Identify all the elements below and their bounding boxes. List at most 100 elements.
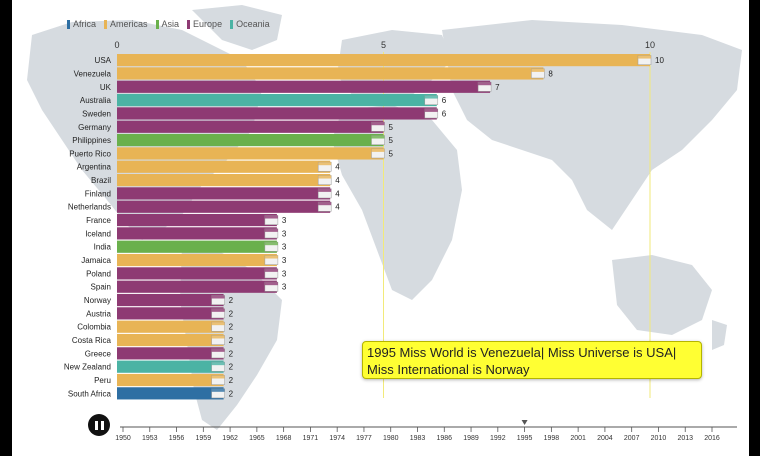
- timeline-tick-label: 1950: [115, 435, 131, 442]
- flag-stripe: [211, 375, 225, 379]
- value-label: 2: [229, 363, 234, 372]
- legend-item-oceania[interactable]: Oceania: [230, 19, 270, 29]
- value-label: 10: [655, 56, 664, 65]
- timeline-tick-label: 1983: [410, 435, 426, 442]
- timeline-tick-label: 2004: [597, 435, 613, 442]
- category-label: Colombia: [77, 323, 111, 332]
- pause-icon-bar: [100, 420, 104, 430]
- flag-stripe: [211, 295, 225, 299]
- timeline-tick-label: 2016: [704, 435, 720, 442]
- legend-label: Oceania: [236, 19, 270, 29]
- value-label: 8: [548, 69, 553, 78]
- flag-stripe: [211, 322, 225, 326]
- pause-icon-bar: [94, 420, 98, 430]
- category-label: Finland: [85, 189, 111, 198]
- value-label: 3: [282, 256, 287, 265]
- region-legend: Africa Americas Asia Europe Oceania: [67, 19, 270, 29]
- timeline-tick-label: 2013: [677, 435, 693, 442]
- bar: [117, 133, 384, 147]
- chart-frame: Africa Americas Asia Europe Oceania 0 5 10…: [12, 0, 749, 456]
- category-label: France: [86, 216, 111, 225]
- legend-item-africa[interactable]: Africa: [67, 19, 96, 29]
- bar: [117, 253, 277, 267]
- value-label: 2: [229, 376, 234, 385]
- flag-stripe: [264, 282, 278, 286]
- category-label: Jamaica: [81, 256, 111, 265]
- category-label: Austria: [86, 309, 111, 318]
- pause-button[interactable]: [88, 414, 110, 436]
- flag-stripe: [211, 335, 225, 339]
- category-label: Spain: [91, 283, 111, 292]
- value-label: 3: [282, 243, 287, 252]
- timeline-tick-label: 1953: [142, 435, 158, 442]
- bar: [117, 213, 277, 227]
- category-label: Netherlands: [68, 203, 111, 212]
- bar: [117, 373, 224, 387]
- flag-stripe: [318, 175, 332, 179]
- flag-stripe: [264, 215, 278, 219]
- bar: [117, 360, 224, 373]
- flag-stripe: [531, 68, 545, 72]
- flag-stripe: [478, 82, 492, 86]
- legend-item-europe[interactable]: Europe: [187, 19, 222, 29]
- value-label: 2: [229, 389, 234, 398]
- category-label: Australia: [80, 96, 112, 105]
- bar: [117, 333, 224, 347]
- timeline-tick-label: 2001: [570, 435, 586, 442]
- bar: [117, 120, 384, 133]
- category-label: Greece: [85, 349, 112, 358]
- legend-label: Europe: [193, 19, 223, 29]
- flag-stripe: [371, 148, 385, 152]
- value-label: 3: [282, 283, 287, 292]
- timeline-tick-label: 1959: [196, 435, 212, 442]
- timeline-tick-label: 1965: [249, 435, 265, 442]
- value-label: 7: [495, 83, 500, 92]
- bar-chart: 0 5 10 USA 10 Venezuela 8 UK 7 Australia 6 Sweden 6 G…: [64, 40, 737, 442]
- category-label: Sweden: [82, 109, 111, 118]
- timeline-current-marker[interactable]: [521, 420, 528, 425]
- category-label: Peru: [94, 376, 111, 385]
- flag-stripe: [424, 108, 438, 112]
- value-label: 6: [442, 96, 447, 105]
- category-label: Iceland: [85, 229, 111, 238]
- value-label: 5: [389, 149, 394, 158]
- category-label: Venezuela: [74, 69, 112, 78]
- x-tick-label: 0: [114, 40, 119, 50]
- flag-stripe: [424, 95, 438, 99]
- category-label: Puerto Rico: [69, 149, 111, 158]
- category-label: South Africa: [68, 389, 112, 398]
- bar: [117, 173, 331, 187]
- category-label: UK: [100, 83, 112, 92]
- x-tick-label: 10: [645, 40, 655, 50]
- bar: [117, 147, 384, 160]
- value-label: 2: [229, 336, 234, 345]
- bar: [117, 227, 277, 240]
- value-label: 3: [282, 269, 287, 278]
- category-label: Costa Rica: [72, 336, 112, 345]
- legend-swatch: [67, 19, 70, 29]
- bar: [117, 54, 650, 67]
- timeline-tick-label: 1992: [490, 435, 506, 442]
- bar: [117, 80, 491, 93]
- timeline-tick-label: 1998: [544, 435, 560, 442]
- legend-swatch: [155, 19, 159, 29]
- category-label: New Zealand: [64, 363, 111, 372]
- bar: [117, 293, 224, 307]
- flag-stripe: [264, 242, 278, 246]
- timeline-tick-label: 1962: [222, 435, 238, 442]
- value-label: 3: [282, 229, 287, 238]
- timeline-tick-label: 2010: [651, 435, 667, 442]
- bar: [117, 320, 224, 333]
- legend-item-americas[interactable]: Americas: [104, 19, 148, 29]
- value-label: 2: [229, 309, 234, 318]
- flag-stripe: [211, 348, 225, 352]
- flag-stripe: [264, 255, 278, 259]
- legend-swatch: [187, 19, 191, 29]
- bar: [117, 267, 277, 280]
- year-caption: 1995 Miss World is Venezuela| Miss Unive…: [362, 341, 702, 379]
- flag-stripe: [318, 162, 332, 166]
- category-label: Argentina: [77, 163, 112, 172]
- category-label: Norway: [84, 296, 111, 305]
- timeline-tick-label: 1995: [517, 435, 533, 442]
- legend-item-asia[interactable]: Asia: [155, 19, 179, 29]
